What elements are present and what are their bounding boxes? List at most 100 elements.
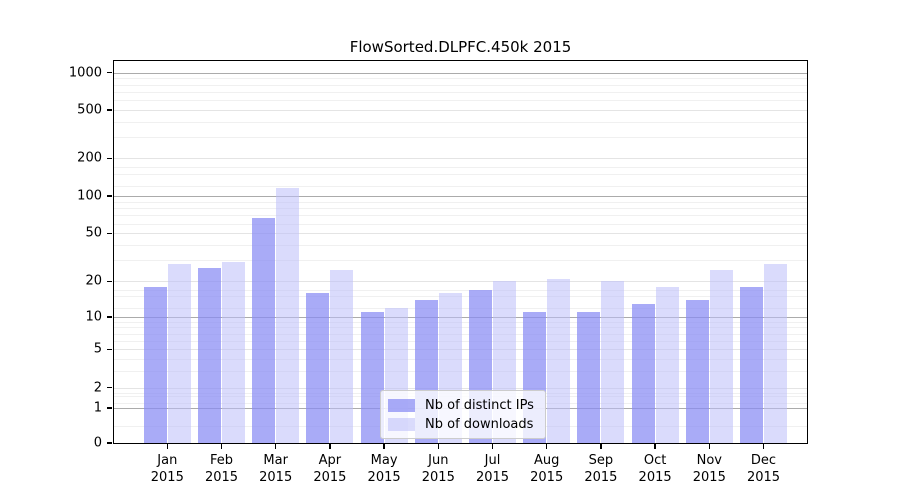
- bar-ips-mar: [252, 218, 276, 443]
- y-axis-tick-label: 0: [93, 435, 102, 451]
- x-axis-tick: [383, 444, 385, 449]
- bar-downloads-jan: [167, 263, 191, 443]
- year-label: 2015: [746, 470, 781, 485]
- x-axis-tick: [220, 444, 223, 449]
- month-label: Jun: [428, 453, 449, 468]
- minor-gridline: [113, 121, 808, 123]
- y-axis-tick: [107, 407, 112, 409]
- x-axis-tick-label: Nov 2015: [681, 452, 737, 486]
- minor-gridline: [113, 223, 808, 225]
- month-label: Feb: [209, 453, 234, 468]
- minor-gridline: [113, 78, 808, 80]
- month-label: Jan: [157, 453, 178, 468]
- y-axis-tick: [107, 157, 112, 159]
- minor-gridline: [113, 136, 808, 138]
- gridline-500: [113, 110, 808, 111]
- legend-label-distinct-ips: Nb of distinct IPs: [425, 398, 534, 413]
- month-label: Sep: [588, 453, 614, 468]
- x-axis-tick: [329, 444, 331, 449]
- y-axis-tick: [107, 280, 112, 282]
- legend: Nb of distinct IPs Nb of downloads: [380, 390, 546, 439]
- bar-ips-apr: [306, 292, 330, 443]
- legend-swatch-downloads: [388, 418, 415, 431]
- x-axis-tick: [762, 444, 765, 449]
- x-axis-tick-label: Aug 2015: [519, 452, 575, 486]
- bar-ips-nov: [685, 299, 709, 443]
- bar-downloads-feb: [222, 261, 245, 443]
- y-axis-tick-label: 5: [93, 341, 102, 357]
- x-axis-tick: [708, 444, 710, 449]
- legend-swatch-distinct-ips: [388, 399, 415, 412]
- month-label: Aug: [533, 453, 560, 468]
- year-label: 2015: [638, 470, 672, 485]
- bar-ips-jan: [143, 286, 167, 443]
- year-label: 2015: [150, 470, 184, 485]
- minor-gridline: [113, 84, 808, 86]
- chart-title: FlowSorted.DLPFC.450k 2015: [349, 38, 572, 56]
- minor-gridline: [113, 186, 808, 188]
- month-label: May: [370, 453, 398, 468]
- year-label: 2015: [367, 470, 401, 485]
- x-axis-tick: [491, 444, 494, 449]
- gridline-100: [113, 196, 808, 197]
- minor-gridline: [113, 289, 808, 291]
- x-axis-tick: [546, 444, 548, 449]
- bar-downloads-apr: [330, 269, 354, 443]
- minor-gridline: [113, 91, 808, 93]
- year-label: 2015: [584, 470, 618, 485]
- year-label: 2015: [421, 470, 455, 485]
- legend-item-distinct-ips: Nb of distinct IPs: [388, 396, 545, 415]
- gridline-1000: [113, 72, 808, 74]
- x-axis-tick: [654, 444, 656, 449]
- x-axis-tick: [437, 444, 439, 449]
- gridline-200: [113, 158, 808, 160]
- x-axis-tick-label: Sep 2015: [573, 452, 629, 486]
- bar-downloads-aug: [547, 278, 571, 443]
- y-axis-tick-label: 1: [93, 400, 102, 416]
- x-axis-tick-label: May 2015: [356, 452, 412, 486]
- legend-item-downloads: Nb of downloads: [388, 415, 545, 434]
- y-axis-tick-label: 100: [77, 188, 102, 204]
- x-axis-tick-label: Dec 2015: [736, 452, 792, 486]
- bar-ips-oct: [631, 303, 655, 443]
- y-axis-tick: [107, 195, 112, 197]
- y-axis-tick-label: 50: [85, 225, 102, 241]
- x-axis-tick-label: Jun 2015: [410, 452, 466, 486]
- minor-gridline: [113, 201, 808, 203]
- x-axis-tick-label: Jan 2015: [139, 452, 195, 486]
- y-axis-tick-label: 500: [77, 102, 102, 118]
- x-axis-tick-label: Oct 2015: [627, 452, 683, 486]
- minor-gridline: [113, 167, 808, 169]
- year-label: 2015: [530, 470, 564, 485]
- bar-ips-may: [360, 312, 384, 443]
- y-axis-tick: [107, 316, 112, 318]
- minor-gridline: [113, 173, 808, 175]
- x-axis-tick-label: Mar 2015: [248, 452, 304, 486]
- bar-ips-sep: [577, 312, 601, 443]
- x-axis-tick: [275, 444, 277, 449]
- minor-gridline: [113, 208, 808, 209]
- bar-ips-dec: [740, 286, 763, 443]
- minor-gridline: [113, 100, 808, 102]
- month-label: Jul: [484, 453, 501, 468]
- y-axis-tick-label: 200: [77, 150, 102, 166]
- year-label: 2015: [259, 470, 293, 485]
- x-axis-tick-label: Feb 2015: [194, 452, 250, 486]
- bar-downloads-sep: [601, 281, 625, 443]
- y-axis-tick-label: 10: [85, 309, 102, 325]
- y-axis-tick: [107, 232, 112, 234]
- year-label: 2015: [313, 470, 347, 485]
- month-label: Mar: [263, 453, 288, 468]
- legend-label-downloads: Nb of downloads: [425, 417, 534, 432]
- minor-gridline: [113, 245, 808, 246]
- y-axis-tick-label: 20: [85, 273, 102, 289]
- gridline-20: [113, 281, 808, 283]
- month-label: Dec: [750, 453, 777, 468]
- month-label: Nov: [696, 453, 722, 468]
- bar-ips-feb: [198, 267, 221, 443]
- y-axis-tick: [107, 442, 112, 444]
- x-axis-tick-label: Apr 2015: [302, 452, 358, 486]
- minor-gridline: [113, 260, 808, 262]
- bar-downloads-mar: [276, 187, 300, 443]
- y-axis-tick: [107, 387, 112, 389]
